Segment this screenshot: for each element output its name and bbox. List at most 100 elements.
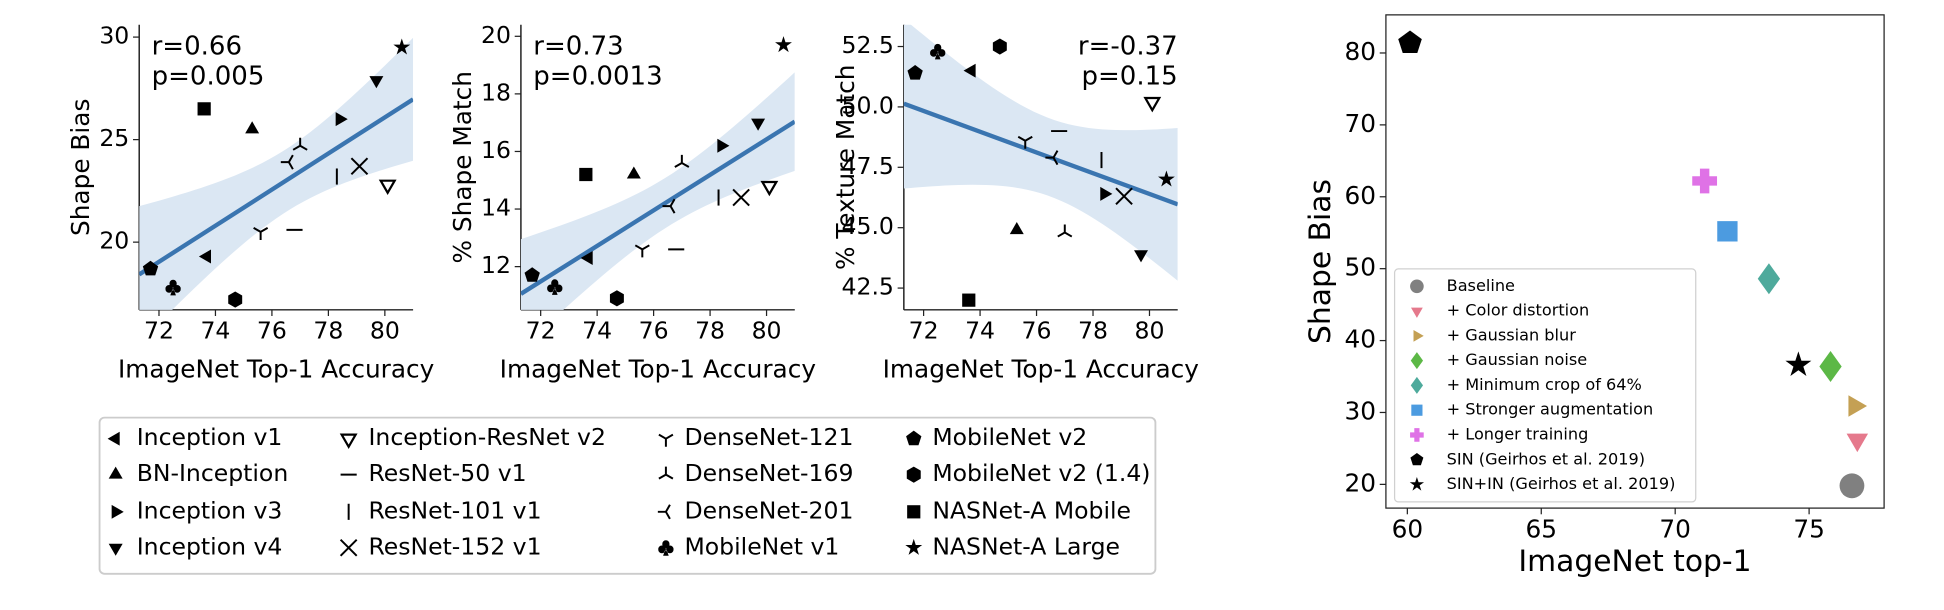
data-point	[1009, 222, 1024, 235]
data-point	[335, 112, 348, 127]
x-tick-label: 76	[639, 317, 669, 345]
data-point	[524, 267, 540, 282]
legend-label: ResNet-101 v1	[368, 496, 541, 524]
data-point	[662, 198, 676, 214]
legend-label: ResNet-152 v1	[368, 532, 541, 560]
data-point	[580, 251, 593, 265]
data-point	[245, 121, 260, 134]
y-tick-label: 60	[1344, 181, 1376, 210]
annotation: p=0.0013	[533, 61, 662, 91]
data-point	[1717, 221, 1738, 242]
x-tick-label: 78	[695, 317, 725, 345]
data-point	[634, 244, 650, 258]
data-point	[1057, 224, 1073, 238]
legend-marker	[658, 433, 674, 447]
legend-marker	[658, 540, 674, 556]
legend-label: MobileNet v2 (1.4)	[932, 459, 1150, 487]
data-point	[1848, 395, 1868, 417]
data-point	[962, 293, 976, 307]
legend-marker	[108, 466, 123, 479]
legend-box	[1393, 268, 1697, 503]
legend-marker	[108, 543, 123, 556]
y-tick-label: 70	[1344, 109, 1376, 138]
model-legend-box	[98, 416, 1157, 575]
y-axis-label: Shape Bias	[1303, 179, 1338, 344]
y-tick-label: 50	[1344, 253, 1376, 282]
data-point	[350, 157, 369, 176]
data-point	[674, 154, 690, 168]
x-tick-label: 75	[1793, 514, 1825, 543]
data-point	[760, 180, 779, 197]
legend-label: Inception v4	[137, 532, 283, 560]
y-axis-label: Shape Bias	[66, 99, 95, 236]
legend-label: SIN+IN (Geirhos et al. 2019)	[1447, 474, 1676, 493]
data-point	[198, 249, 212, 264]
x-axis-label: ImageNet top-1	[1518, 544, 1751, 579]
data-point	[253, 227, 269, 240]
data-point	[609, 290, 624, 307]
data-point	[547, 279, 563, 295]
y-tick-label: 30	[1344, 396, 1376, 425]
legend-label: + Longer training	[1447, 424, 1589, 443]
y-tick-label: 45.0	[842, 212, 894, 240]
data-point	[292, 137, 308, 151]
y-tick-label: 40	[1344, 325, 1376, 354]
data-point	[1757, 263, 1781, 295]
legend-marker	[107, 431, 120, 446]
y-axis-label: % Texture Match	[831, 65, 860, 271]
x-tick-label: 80	[370, 317, 400, 345]
data-point	[579, 167, 593, 182]
data-point	[775, 36, 792, 53]
data-point	[1846, 433, 1869, 453]
x-tick-label: 78	[1078, 317, 1108, 345]
data-point	[1134, 250, 1148, 263]
legend-marker	[907, 505, 921, 519]
y-tick-label: 30	[99, 22, 129, 50]
x-tick-label: 78	[313, 317, 343, 345]
legend-label: NASNet-A Mobile	[932, 496, 1131, 524]
x-tick-label: 72	[526, 317, 556, 345]
y-tick-label: 42.5	[842, 273, 894, 301]
legend-label: + Gaussian noise	[1447, 350, 1588, 369]
legend-label: SIN (Geirhos et al. 2019)	[1447, 449, 1645, 468]
x-tick-label: 74	[200, 317, 230, 345]
data-point	[393, 38, 411, 55]
x-tick-label: 65	[1526, 514, 1558, 543]
legend-marker	[339, 538, 358, 557]
x-tick-label: 80	[752, 317, 782, 345]
x-axis-label: ImageNet Top-1 Accuracy	[500, 355, 816, 384]
legend-marker	[1411, 404, 1423, 416]
data-point	[1785, 351, 1812, 377]
data-point	[907, 65, 923, 80]
data-point	[963, 63, 976, 78]
legend-marker	[1410, 452, 1424, 466]
annotation: r=0.73	[533, 32, 623, 62]
x-tick-label: 72	[144, 317, 174, 345]
data-point	[369, 76, 384, 89]
y-axis-label: % Shape Match	[448, 71, 477, 263]
data-point	[1045, 150, 1059, 166]
legend-marker	[1409, 477, 1425, 491]
data-point	[280, 154, 294, 170]
legend-marker	[657, 504, 671, 520]
x-tick-label: 80	[1135, 317, 1165, 345]
y-tick-label: 14	[481, 194, 511, 222]
data-point	[197, 102, 211, 116]
fit-line	[139, 97, 414, 277]
x-axis-label: ImageNet Top-1 Accuracy	[883, 355, 1199, 384]
legend-marker	[339, 433, 358, 449]
data-point	[1143, 96, 1162, 113]
fit-line	[903, 101, 1178, 207]
legend-label: BN-Inception	[137, 459, 289, 487]
x-axis-label: ImageNet Top-1 Accuracy	[118, 355, 434, 384]
legend-label: Inception v3	[137, 496, 283, 524]
x-tick-label: 76	[1022, 317, 1052, 345]
data-point	[165, 279, 181, 296]
y-tick-label: 47.5	[842, 152, 894, 180]
x-tick-label: 74	[965, 317, 995, 345]
legend-marker	[906, 430, 922, 446]
legend-marker	[1410, 279, 1424, 294]
y-tick-label: 20	[1344, 468, 1376, 497]
legend-marker	[658, 466, 674, 480]
